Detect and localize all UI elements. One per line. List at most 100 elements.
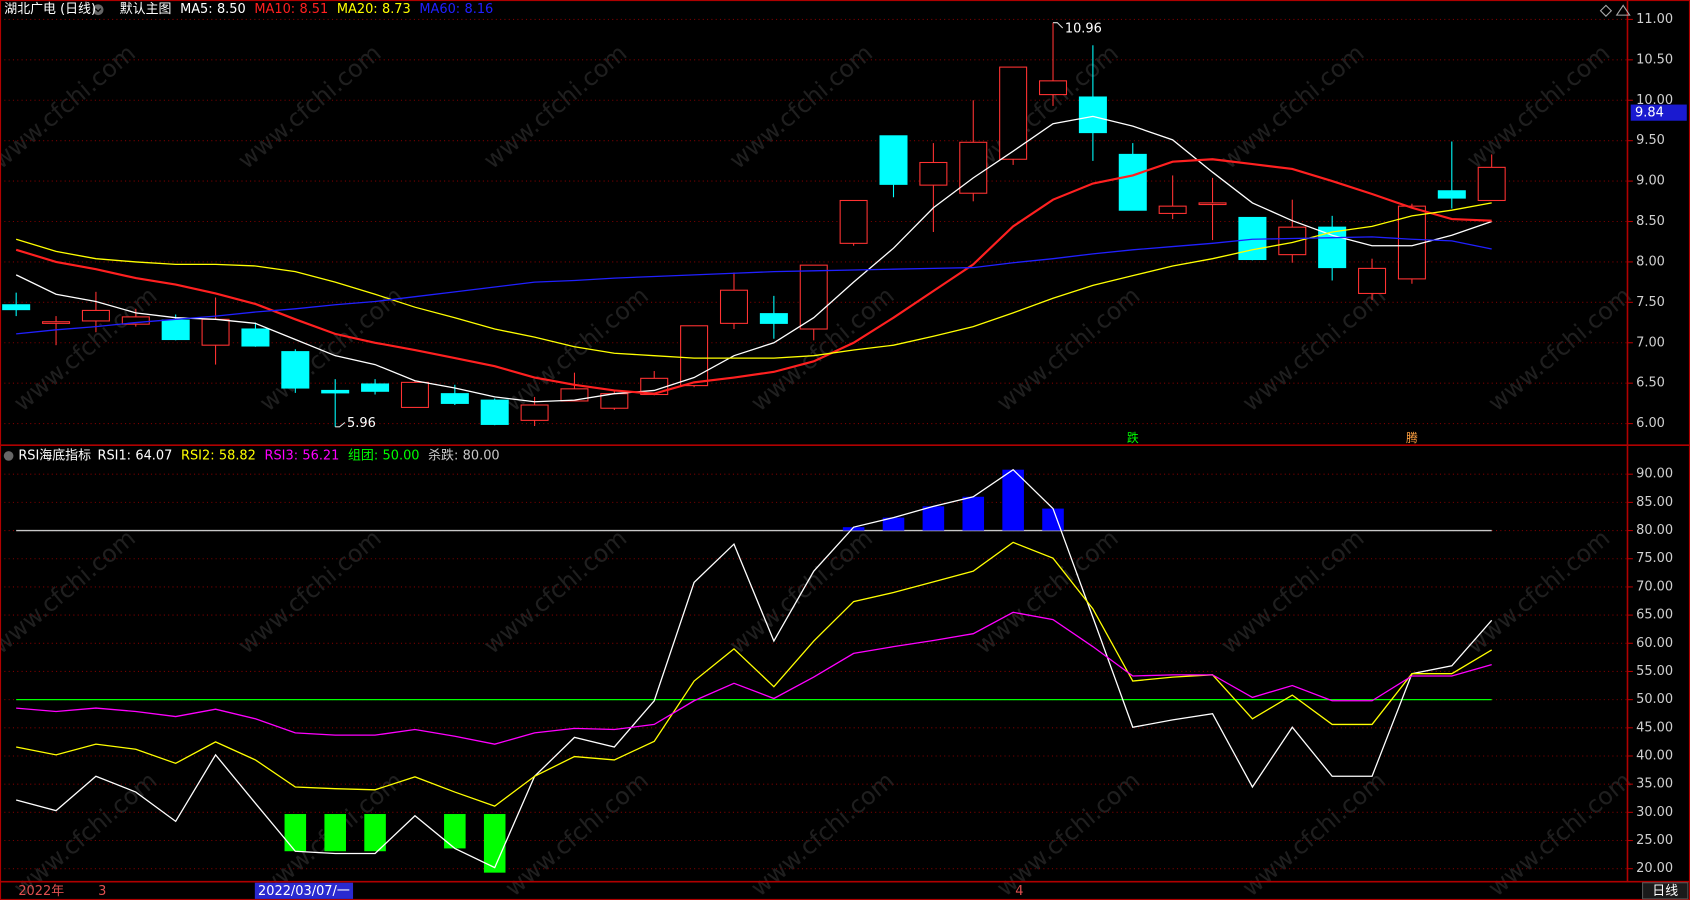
y-tick-label: 70.00: [1636, 579, 1673, 594]
legend-name: RSI2:: [181, 448, 215, 463]
y-tick-label: 25.00: [1636, 833, 1673, 848]
y-tick-label: 85.00: [1636, 495, 1673, 510]
y-tick-label: 10.00: [1636, 93, 1673, 108]
legend-value: 8.16: [464, 2, 493, 17]
candle-body: [759, 313, 788, 324]
y-tick-label: 9.50: [1636, 133, 1665, 148]
y-tick-label: 11.00: [1636, 12, 1673, 27]
candle-body: [400, 381, 429, 408]
y-tick-label: 80.00: [1636, 523, 1673, 538]
y-tick-label: 40.00: [1636, 748, 1673, 763]
y-tick-label: 60.00: [1636, 636, 1673, 651]
candle-body: [879, 135, 908, 185]
cursor-date-box: [254, 882, 354, 899]
period-tab[interactable]: [1642, 882, 1689, 900]
legend-name: RSI1:: [97, 448, 131, 463]
candle-body: [1437, 190, 1466, 199]
signal-bar: [1002, 469, 1024, 531]
candle-body: [1358, 267, 1387, 294]
x-tick-label: 2022年: [18, 884, 64, 899]
y-tick-label: 20.00: [1636, 861, 1673, 876]
legend-value: 8.50: [217, 2, 246, 17]
candle-body: [1158, 205, 1187, 214]
indicator-title: RSI海底指标: [18, 447, 91, 463]
max-leader: [1053, 22, 1064, 29]
signal-bar: [922, 506, 945, 531]
min-leader: [335, 422, 346, 428]
price-tag: [1630, 104, 1687, 121]
max-label: 10.96: [1065, 22, 1102, 37]
candle-body: [201, 318, 230, 346]
y-tick-label: 30.00: [1636, 805, 1673, 820]
signal-bar: [962, 496, 985, 531]
y-tick-label: 7.00: [1636, 335, 1665, 350]
legend-value: 64.07: [135, 448, 172, 463]
triangle-icon[interactable]: [1615, 4, 1631, 16]
legend-name: 组团:: [348, 448, 378, 463]
candle-body: [161, 319, 190, 341]
legend-name: MA20:: [337, 2, 378, 17]
candle-body: [1198, 202, 1227, 206]
min-label: 5.96: [347, 416, 376, 431]
candle-body: [480, 399, 509, 425]
candle-body: [440, 393, 469, 404]
y-tick-label: 9.00: [1636, 174, 1665, 189]
candle-body: [2, 304, 31, 311]
legend-value: 8.51: [299, 2, 328, 17]
legend-name: MA5:: [180, 2, 213, 17]
signal-label: 腾: [1406, 431, 1418, 445]
candle-body: [81, 309, 110, 322]
legend-name: RSI3:: [265, 448, 299, 463]
line-series: [16, 611, 1492, 745]
signal-label: 跌: [1127, 431, 1139, 445]
chart-subtitle: 默认主图: [120, 1, 172, 17]
period-label[interactable]: 日线: [1652, 884, 1678, 899]
legend-name: 杀跌:: [428, 447, 458, 463]
candle-body: [1318, 226, 1347, 269]
y-tick-label: 10.50: [1636, 52, 1673, 67]
y-tick-label: 6.00: [1636, 416, 1665, 431]
candle-body: [799, 264, 828, 330]
y-tick-label: 6.50: [1636, 376, 1665, 391]
y-tick-label: 45.00: [1636, 720, 1673, 735]
signal-bar: [324, 814, 346, 852]
line-series: [15, 158, 1492, 395]
candle-body: [1039, 80, 1068, 96]
legend-value: 50.00: [383, 448, 420, 463]
legend-name: MA60:: [419, 2, 460, 17]
signal-bar: [444, 814, 466, 849]
header-layer: 湖北广电 (日线) 默认主图 MA5: 8.50 MA10: 8.51 MA20: 8.73 M…: [4, 1, 499, 463]
candle-body: [839, 199, 868, 244]
legend-value: 80.00: [463, 448, 500, 463]
line-series: [16, 236, 1492, 335]
axis-layer: 6.00 6.50 7.00 7.50 8.00 8.50 9.00 9.50 10.00 10.…: [18, 12, 1687, 899]
y-tick-label: 75.00: [1636, 551, 1673, 566]
candle-body: [680, 325, 709, 387]
chart-title: 湖北广电 (日线): [4, 2, 96, 17]
y-tick-label: 7.50: [1636, 295, 1665, 310]
candle-body: [719, 289, 748, 324]
indicator-icon[interactable]: [3, 451, 14, 461]
candle-body: [321, 389, 350, 394]
legend-value: 56.21: [302, 448, 339, 463]
cursor-date-label: 2022/03/07/一: [258, 884, 350, 899]
candle-body: [1118, 153, 1147, 211]
candle-body: [361, 383, 390, 392]
marks-layer: 跌 腾 10.96 5.96: [2, 22, 1506, 873]
signal-bar: [284, 814, 307, 852]
y-tick-label: 90.00: [1636, 467, 1673, 482]
y-tick-label: 65.00: [1636, 608, 1673, 623]
signal-bar: [483, 814, 506, 873]
candle-body: [121, 316, 150, 325]
menu-icon[interactable]: [92, 4, 104, 16]
signal-bar: [882, 517, 905, 531]
line-series: [15, 468, 1493, 869]
y-tick-label: 8.50: [1636, 214, 1665, 229]
candle-body: [1477, 166, 1506, 202]
diamond-icon[interactable]: [1599, 4, 1613, 17]
candle-body: [999, 66, 1028, 160]
legend-name: MA10:: [254, 2, 295, 17]
